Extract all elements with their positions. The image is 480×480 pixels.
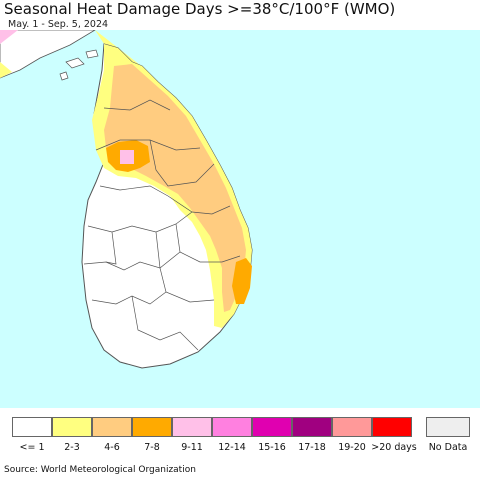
islet (59, 71, 69, 81)
legend-label: 12-14 (218, 442, 246, 453)
india-pink-patch (0, 30, 18, 44)
legend-label: 2-3 (64, 442, 80, 453)
legend-swatch (52, 417, 92, 437)
legend-swatch (332, 417, 372, 437)
islet (65, 57, 85, 69)
legend-label: 19-20 (338, 442, 366, 453)
legend-swatch (132, 417, 172, 437)
zone-9-11 (120, 150, 134, 164)
legend-swatch-no-data (426, 417, 470, 437)
zone-4-6 (104, 64, 246, 312)
district-border (103, 99, 171, 111)
legend-swatch (172, 417, 212, 437)
legend-label: 7-8 (144, 442, 160, 453)
legend-swatch (92, 417, 132, 437)
map-title: Seasonal Heat Damage Days >=38°C/100°F (… (4, 0, 396, 18)
legend-label: 15-16 (258, 442, 286, 453)
legend-swatch (252, 417, 292, 437)
district-border (87, 211, 193, 233)
legend-swatch (292, 417, 332, 437)
district-border (131, 295, 199, 351)
district-border (105, 231, 117, 265)
legend-label: <= 1 (19, 442, 45, 453)
legend-label: >20 days (371, 442, 417, 453)
district-border (149, 139, 215, 187)
zone-7-8-east (232, 258, 252, 304)
legend-label-no-data: No Data (428, 442, 468, 453)
heat-damage-map (0, 30, 480, 408)
legend-swatch (212, 417, 252, 437)
district-border (99, 185, 169, 197)
legend-label: 9-11 (181, 442, 203, 453)
islet (85, 49, 99, 59)
legend-label: 4-6 (104, 442, 120, 453)
legend-swatch (372, 417, 412, 437)
legend-label: 17-18 (298, 442, 326, 453)
district-borders (83, 99, 241, 351)
district-border (167, 195, 231, 215)
date-range: May. 1 - Sep. 5, 2024 (8, 19, 109, 30)
india-yellow-patch (0, 62, 12, 78)
india-landmass (0, 30, 96, 79)
legend-swatch (12, 417, 52, 437)
district-border (83, 251, 181, 271)
district-border (175, 223, 241, 263)
source-credit: Source: World Meteorological Organizatio… (4, 465, 196, 475)
